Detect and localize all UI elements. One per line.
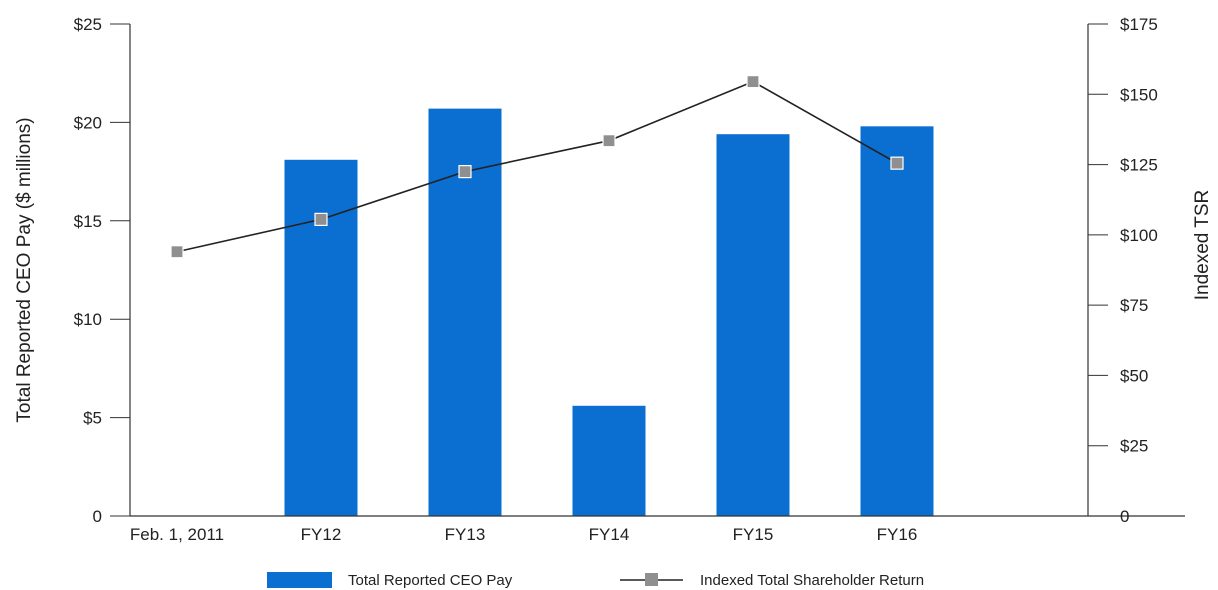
- bar-fy14: [572, 405, 646, 516]
- bar-fy16: [860, 126, 934, 516]
- legend-bar-swatch: [267, 572, 332, 588]
- right-axis-title: Indexed TSR: [1192, 190, 1213, 301]
- tsr-marker-fy13: [458, 165, 472, 179]
- tsr-marker-fy15: [746, 75, 760, 89]
- bars-layer: [284, 108, 934, 517]
- tsr-marker-feb-1-2011: [170, 245, 184, 259]
- x-tick-label: FY13: [445, 525, 486, 544]
- right-tick-label: $175: [1120, 15, 1158, 34]
- right-tick-label: $25: [1120, 437, 1148, 456]
- left-tick-label: $5: [83, 409, 102, 428]
- tsr-marker-fy16: [890, 156, 904, 170]
- tsr-marker-fy12: [314, 212, 328, 226]
- x-tick-label: FY12: [301, 525, 342, 544]
- ticks-layer: 0 $5 $10 $15 $20 $25 0 $25 $50 $75 $100 $125 $150 $17…: [74, 15, 1158, 544]
- x-tick-label: Feb. 1, 2011: [130, 525, 224, 544]
- legend-bar-label: Total Reported CEO Pay: [348, 572, 513, 589]
- tsr-line-layer: [170, 75, 904, 259]
- bar-fy15: [716, 134, 790, 516]
- legend-line-label: Indexed Total Shareholder Return: [700, 572, 924, 589]
- right-tick-label: $150: [1120, 85, 1158, 104]
- x-tick-label: FY14: [589, 525, 630, 544]
- tsr-line: [176, 80, 898, 253]
- left-tick-label: 0: [93, 507, 102, 526]
- left-tick-label: $25: [74, 15, 102, 34]
- x-tick-label: FY15: [733, 525, 774, 544]
- left-tick-label: $20: [74, 113, 102, 132]
- x-tick-label: FY16: [877, 525, 918, 544]
- right-tick-label: $75: [1120, 296, 1148, 315]
- right-tick-label: $125: [1120, 156, 1158, 175]
- left-axis-title: Total Reported CEO Pay ($ millions): [14, 117, 35, 422]
- right-tick-label: $50: [1120, 366, 1148, 385]
- right-tick-label: 0: [1120, 507, 1129, 526]
- left-tick-label: $10: [74, 310, 102, 329]
- legend: Total Reported CEO Pay Indexed Total Sha…: [267, 572, 924, 589]
- tsr-marker-fy14: [602, 134, 616, 148]
- right-tick-label: $100: [1120, 226, 1158, 245]
- legend-line-marker: [645, 573, 658, 586]
- axes-layer: [129, 24, 1185, 517]
- left-tick-label: $15: [74, 212, 102, 231]
